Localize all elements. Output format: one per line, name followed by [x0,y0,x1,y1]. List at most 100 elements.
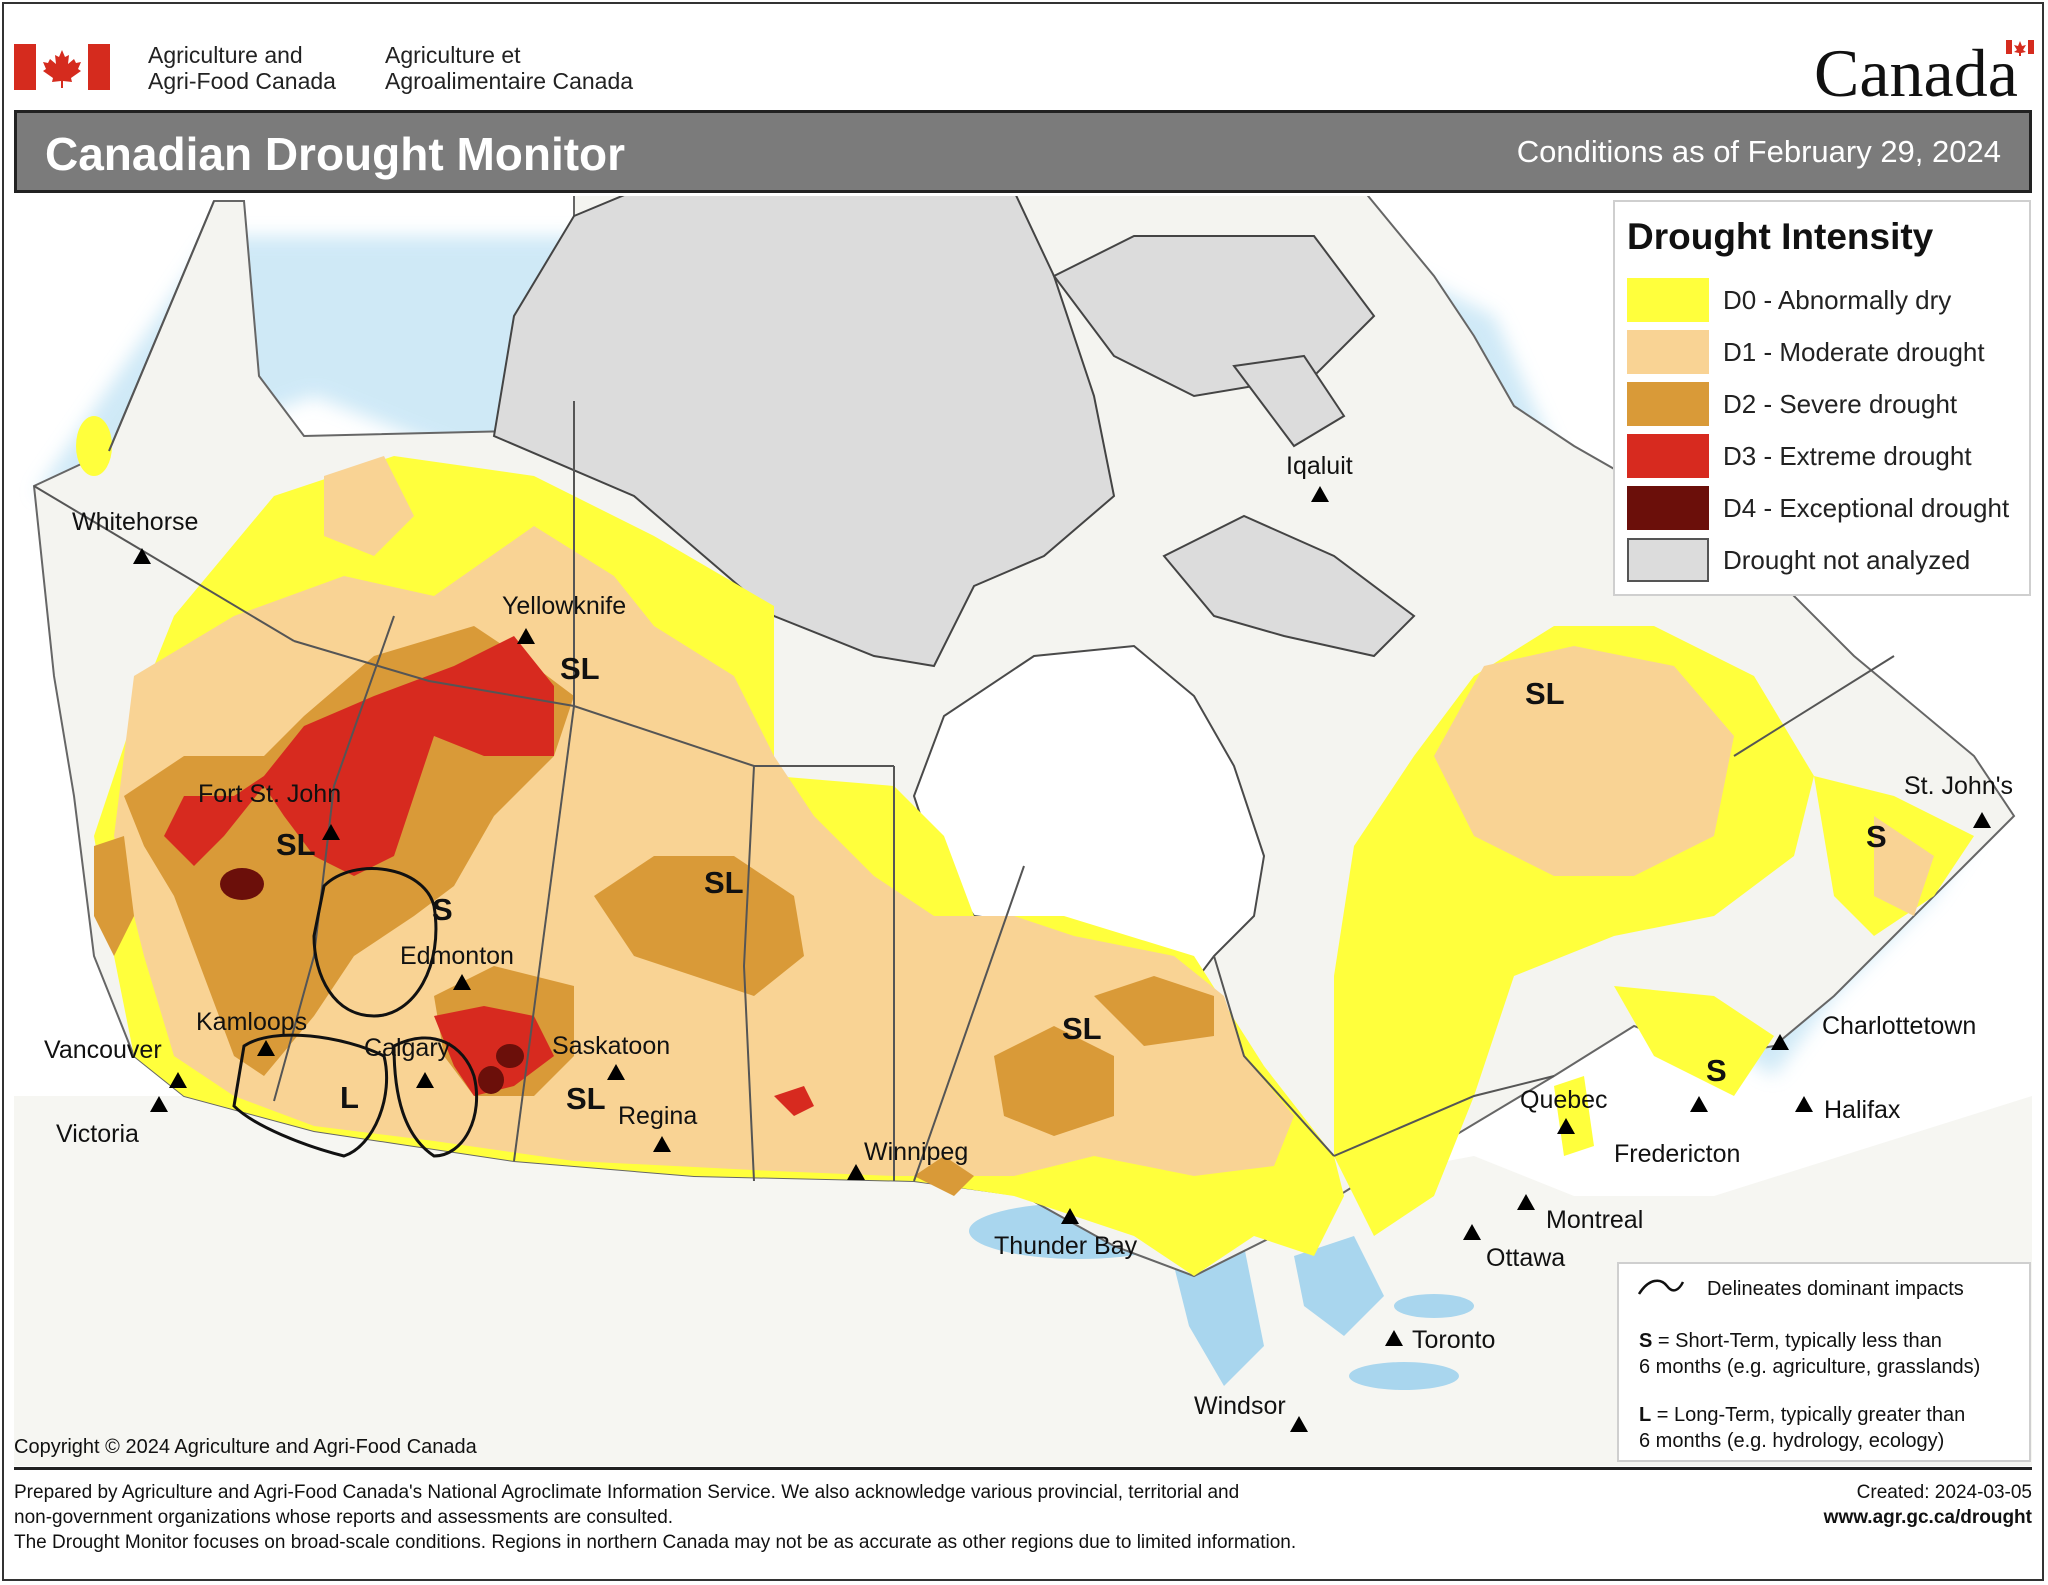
delineates-text: Delineates dominant impacts [1707,1278,1964,1300]
impact-label-newfoundland: S [1866,819,1887,854]
long-term-text: = Long-Term, typically greater than [1656,1404,1966,1426]
d4-areas [220,868,524,1094]
vancouver-marker [169,1072,187,1088]
short-term-text2: 6 months (e.g. agriculture, grasslands) [1639,1356,1981,1378]
impact-label-alberta: S [432,892,453,927]
agency-name-en: Agriculture and Agri-Food Canada [148,42,336,94]
conditions-date: Conditions as of February 29, 2024 [1516,134,2001,169]
title-bar: Canadian Drought Monitor Conditions as o… [14,110,2032,193]
delineation-curve-icon [1637,1279,1685,1295]
city-label-fredericton: Fredericton [1614,1140,1740,1168]
saskatoon-marker [607,1064,625,1080]
legend-item-d1: D1 - Moderate drought [1627,330,2027,376]
legend-title: Drought Intensity [1627,216,1934,257]
iqaluit-marker [1311,486,1329,502]
legend-label-d3: D3 - Extreme drought [1723,441,1972,471]
impact-label-ontario: SL [1062,1011,1102,1046]
impact-label-southern-bc: L [340,1080,359,1115]
windsor-marker [1290,1416,1308,1432]
canada-flag-icon [14,44,110,90]
legend-swatch-d4 [1627,486,1709,530]
city-markers [133,486,1991,1432]
charlottetown-marker [1771,1034,1789,1050]
city-label-halifax: Halifax [1824,1096,1901,1124]
thunder-bay-marker [1061,1208,1079,1224]
city-label-toronto: Toronto [1412,1326,1495,1354]
city-label-regina: Regina [618,1102,697,1130]
legend-swatch-d2 [1627,382,1709,426]
legend-swatch-d0 [1627,278,1709,322]
long-term-text2: 6 months (e.g. hydrology, ecology) [1639,1430,1945,1452]
impacts-legend: Delineates dominant impacts S = Short-Te… [1617,1262,2031,1462]
legend-label-d4: D4 - Exceptional drought [1723,493,2010,523]
city-label-victoria: Victoria [56,1120,139,1148]
city-label-ottawa: Ottawa [1486,1244,1565,1272]
impact-label-nwt: SL [560,651,600,686]
impact-label-saskatchewan: SL [704,865,744,900]
montreal-marker [1517,1194,1535,1210]
agency-fr-line1: Agriculture et [385,42,521,68]
drought-map: SL SL S SL L SL SL SL S S [14,196,2032,1466]
impact-delineations [232,867,479,1158]
province-borders [33,200,1895,1182]
great-lakes [969,1203,1474,1390]
footer-divider [14,1467,2032,1470]
city-label-vancouver: Vancouver [44,1036,162,1064]
footer-line-2: non-government organizations whose repor… [14,1507,674,1528]
agency-fr-line2: Agroalimentaire Canada [385,68,634,94]
kamloops-marker [257,1040,275,1056]
city-label-fort-st-john: Fort St. John [198,780,341,808]
fredericton-marker [1690,1096,1708,1112]
impact-label-labrador: SL [1525,676,1565,711]
legend-label-d1: D1 - Moderate drought [1723,337,1985,367]
page-title: Canadian Drought Monitor [45,128,626,180]
legend-swatch-not-analyzed [1627,538,1709,582]
legend-label-d2: D2 - Severe drought [1723,389,1958,419]
city-label-quebec: Quebec [1520,1086,1608,1114]
city-label-whitehorse: Whitehorse [72,508,198,536]
canada-wordmark-logo: Canada [1814,35,2034,108]
city-label-iqaluit: Iqaluit [1286,452,1353,480]
short-term-text: = Short-Term, typically less than [1657,1330,1942,1352]
legend-item-d0: D0 - Abnormally dry [1627,278,2027,324]
ottawa-marker [1463,1224,1481,1240]
city-label-kamloops: Kamloops [196,1008,307,1036]
agency-name-fr: Agriculture et Agroalimentaire Canada [385,42,633,94]
city-label-yellowknife: Yellowknife [502,592,626,620]
legend-item-not-analyzed: Drought not analyzed [1627,538,2027,584]
city-label-windsor: Windsor [1194,1392,1286,1420]
legend-label-not-analyzed: Drought not analyzed [1723,545,1971,575]
usa-land [14,1096,2032,1466]
fort-st-john-marker [322,824,340,840]
victoria-marker [150,1096,168,1112]
city-label-saskatoon: Saskatoon [552,1032,670,1060]
long-term-line: L = Long-Term, typically greater than [1639,1404,1965,1427]
impact-label-maritimes: S [1706,1053,1727,1088]
drought-url-link[interactable]: www.agr.gc.ca/drought [1823,1507,2032,1528]
halifax-marker [1795,1096,1813,1112]
regina-marker [653,1136,671,1152]
city-label-st-johns: St. John's [1904,772,2013,800]
city-labels: Whitehorse Yellowknife Iqaluit Fort St. … [44,452,2013,1420]
short-term-line: S = Short-Term, typically less than [1639,1330,1942,1353]
legend-swatch-d1 [1627,330,1709,374]
drought-intensity-legend: Drought Intensity D0 - Abnormally dry D1… [1613,200,2031,596]
impact-letters: SL SL S SL L SL SL SL S S [276,651,1887,1116]
edmonton-marker [453,974,471,990]
toronto-marker [1385,1330,1403,1346]
d3-areas [164,636,814,1116]
footer-line-1: Prepared by Agriculture and Agri-Food Ca… [14,1482,1240,1503]
whitehorse-marker [133,548,151,564]
legend-item-d2: D2 - Severe drought [1627,382,2027,428]
impact-label-ne-bc: SL [276,827,316,862]
legend-item-d4: D4 - Exceptional drought [1627,486,2027,532]
city-label-montreal: Montreal [1546,1206,1643,1234]
footer-line-3: The Drought Monitor focuses on broad-sca… [14,1532,1297,1553]
city-label-edmonton: Edmonton [400,942,514,970]
long-term-key: L [1639,1404,1652,1426]
winnipeg-marker [847,1164,865,1180]
st-johns-marker [1973,812,1991,828]
copyright-notice: Copyright © 2024 Agriculture and Agri-Fo… [14,1436,477,1458]
wordmark-text: Canada [1814,35,2018,108]
yellowknife-marker [517,628,535,644]
